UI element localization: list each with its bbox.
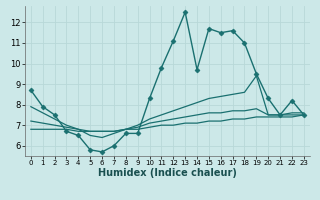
- X-axis label: Humidex (Indice chaleur): Humidex (Indice chaleur): [98, 168, 237, 178]
